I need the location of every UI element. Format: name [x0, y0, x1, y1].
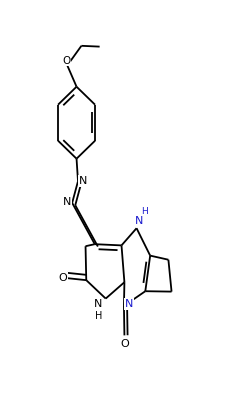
Text: N: N — [135, 216, 143, 226]
Text: H: H — [95, 311, 102, 321]
Text: H: H — [141, 207, 148, 216]
Text: O: O — [58, 273, 67, 283]
Text: O: O — [120, 339, 129, 349]
Text: N: N — [94, 299, 103, 309]
Text: N: N — [125, 299, 133, 309]
Text: N: N — [63, 198, 71, 207]
Text: N: N — [79, 176, 87, 186]
Text: O: O — [62, 56, 70, 65]
